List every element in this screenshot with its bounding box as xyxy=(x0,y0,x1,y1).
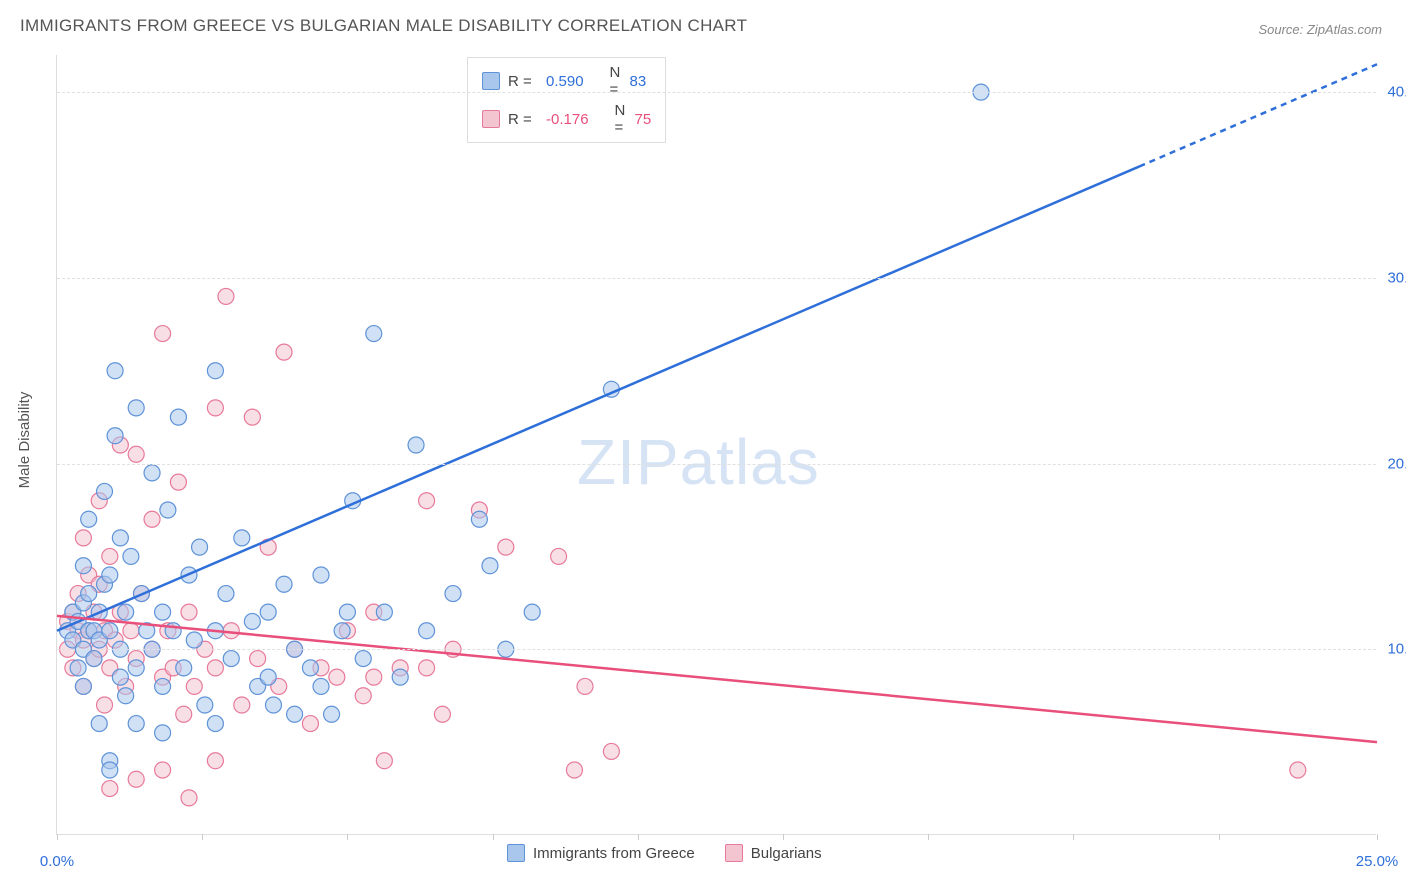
legend-item-greece: Immigrants from Greece xyxy=(507,844,695,862)
y-tick-label: 40.0% xyxy=(1387,84,1406,101)
y-tick-label: 30.0% xyxy=(1387,269,1406,286)
y-tick-label: 20.0% xyxy=(1387,455,1406,472)
chart-canvas xyxy=(57,55,1376,834)
x-tick-label: 25.0% xyxy=(1356,853,1399,870)
plot-area: ZIPatlas R = 0.590 N = 83 R = -0.176 N =… xyxy=(56,55,1376,835)
swatch-icon xyxy=(725,844,743,862)
legend-item-bulgarians: Bulgarians xyxy=(725,844,822,862)
y-axis-label: Male Disability xyxy=(16,392,33,489)
y-tick-label: 10.0% xyxy=(1387,641,1406,658)
chart-title: IMMIGRANTS FROM GREECE VS BULGARIAN MALE… xyxy=(20,16,747,36)
source-attribution: Source: ZipAtlas.com xyxy=(1258,22,1382,37)
swatch-icon xyxy=(507,844,525,862)
series-legend: Immigrants from Greece Bulgarians xyxy=(507,844,822,862)
x-tick-label: 0.0% xyxy=(40,853,74,870)
